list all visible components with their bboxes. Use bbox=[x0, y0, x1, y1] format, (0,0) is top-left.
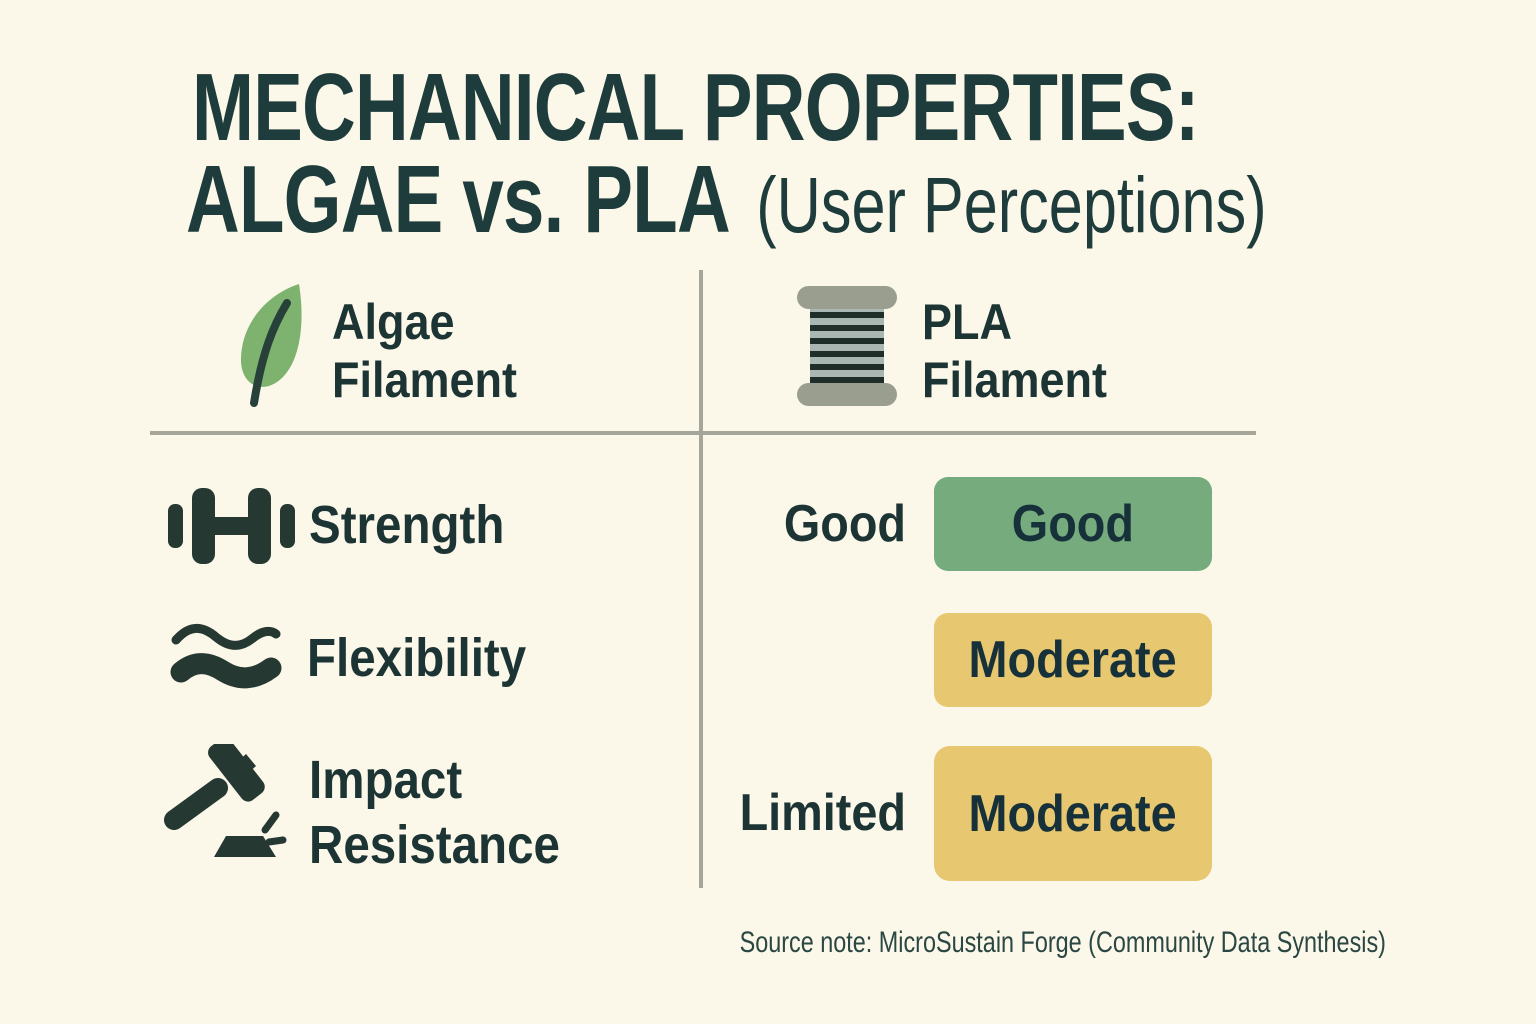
source-note: Source note: MicroSustain Forge (Communi… bbox=[739, 926, 1386, 959]
spool-icon bbox=[797, 286, 897, 406]
pla-rating-badge-flexibility: Moderate bbox=[934, 613, 1212, 707]
column-header-algae: Algae Filament bbox=[332, 294, 518, 408]
pla-rating-text-strength: Good bbox=[1011, 495, 1135, 553]
page-title-line2: ALGAE vs. PLA (User Perceptions) bbox=[186, 152, 1267, 248]
page-title-line1: MECHANICAL PROPERTIES: bbox=[192, 54, 1199, 161]
pla-rating-text-flexibility: Moderate bbox=[968, 631, 1178, 689]
hammer-icon bbox=[164, 737, 292, 864]
pla-rating-badge-impact-resistance: Moderate bbox=[934, 746, 1212, 881]
pla-rating-badge-strength: Good bbox=[934, 477, 1212, 571]
vertical-divider bbox=[699, 270, 703, 888]
column-header-pla: PLA Filament bbox=[922, 294, 1108, 408]
pla-rating-text-impact-resistance: Moderate bbox=[968, 784, 1178, 843]
page-title-subtitle: (User Perceptions) bbox=[756, 160, 1267, 249]
wave-icon bbox=[170, 620, 282, 696]
page-title-line2-strong: ALGAE vs. PLA bbox=[186, 146, 731, 253]
algae-value-impact-resistance: Limited bbox=[739, 784, 906, 842]
property-label-strength: Strength bbox=[309, 495, 505, 555]
horizontal-divider bbox=[150, 431, 1256, 435]
leaf-icon bbox=[228, 281, 314, 409]
dumbbell-icon bbox=[168, 486, 295, 566]
property-label-impact-resistance: Impact Resistance bbox=[309, 750, 560, 875]
property-label-flexibility: Flexibility bbox=[307, 628, 527, 688]
algae-value-strength: Good bbox=[783, 495, 906, 553]
